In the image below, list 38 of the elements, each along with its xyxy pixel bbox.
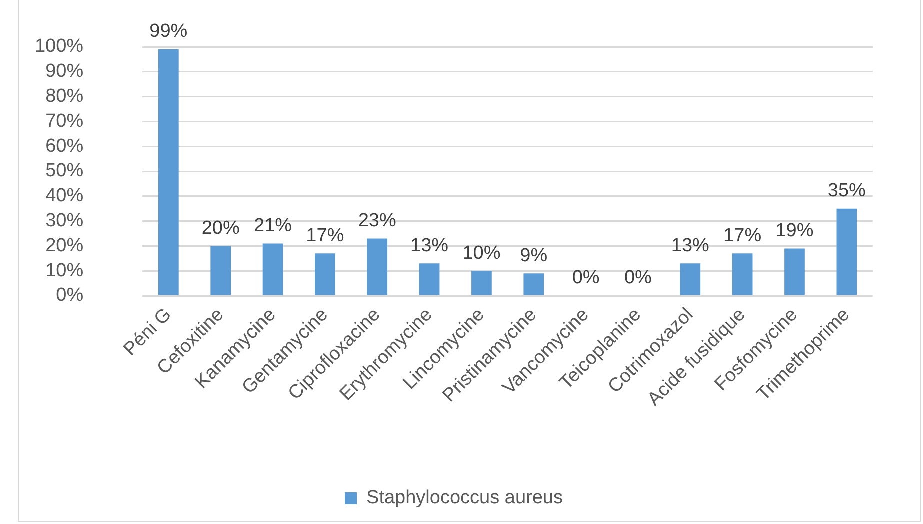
data-label: 21% [254, 215, 292, 236]
data-label: 10% [462, 242, 501, 264]
bar [419, 264, 440, 296]
y-tick-label: 30% [46, 210, 84, 232]
y-tick-label: 100% [34, 36, 84, 58]
data-label: 99% [150, 21, 188, 42]
bar [262, 244, 284, 296]
bar [784, 248, 805, 296]
data-label: 20% [202, 218, 240, 239]
y-tick-label: 40% [46, 186, 84, 207]
data-label: 0% [624, 268, 652, 289]
bar [524, 274, 544, 296]
data-label: 17% [306, 225, 344, 246]
bar [472, 271, 492, 296]
y-tick-label: 10% [46, 260, 84, 282]
data-label: 35% [828, 180, 866, 202]
data-label: 9% [520, 245, 548, 266]
y-tick-label: 80% [46, 86, 84, 108]
data-label: 13% [410, 235, 449, 256]
y-tick-label: 0% [56, 285, 84, 306]
bar [158, 49, 179, 296]
data-label: 23% [358, 210, 396, 232]
bar [210, 246, 232, 296]
bar [367, 238, 388, 296]
legend-label: Staphylococcus aureus [366, 488, 563, 509]
data-label: 13% [671, 235, 710, 256]
bar [732, 254, 753, 296]
y-tick-label: 90% [46, 61, 84, 82]
bar [680, 264, 701, 296]
y-tick-label: 60% [46, 136, 84, 157]
bar [836, 208, 858, 296]
y-tick-label: 50% [46, 160, 84, 182]
data-label: 17% [724, 225, 762, 246]
data-label: 0% [572, 268, 600, 289]
bar [315, 254, 336, 296]
y-tick-label: 70% [46, 110, 84, 132]
y-tick-label: 20% [46, 235, 84, 256]
data-label: 19% [776, 220, 814, 242]
